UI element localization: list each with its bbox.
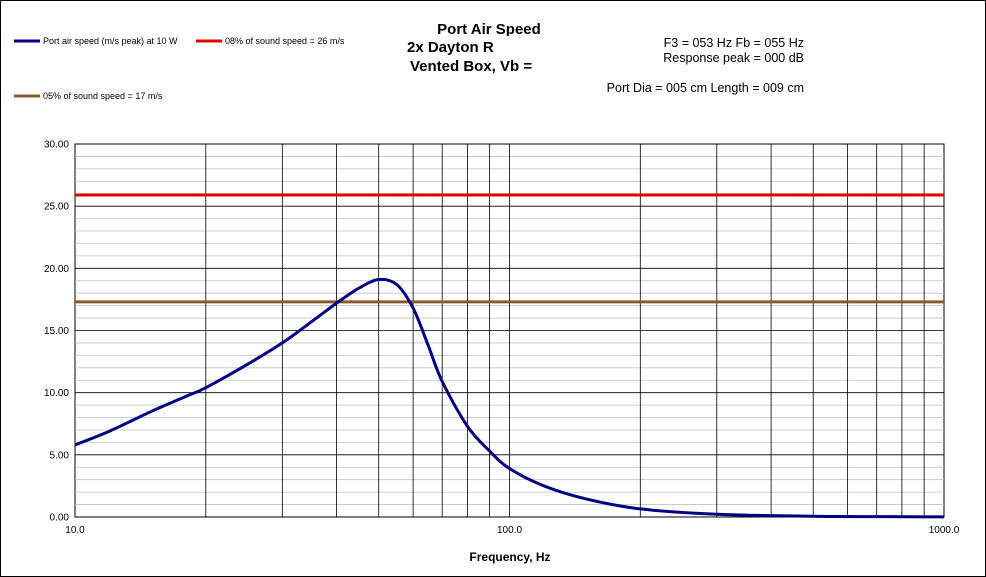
- y-tick-label: 30.00: [44, 140, 69, 151]
- y-tick-label: 5.00: [50, 450, 70, 461]
- title-occluder-2: [535, 55, 585, 77]
- info-f3-fb: F3 = 053 Hz Fb = 055 Hz: [664, 36, 804, 50]
- legend-label-08pct: 08% of sound speed = 26 m/s: [225, 36, 345, 46]
- major-grid: [75, 144, 944, 517]
- info-port-dimensions: Port Dia = 005 cm Length = 009 cm: [607, 81, 804, 95]
- x-tick-label: 10.0: [65, 525, 85, 536]
- x-tick-label: 100.0: [497, 525, 522, 536]
- series-layer: [74, 193, 945, 519]
- chart-title-line-3: Vented Box, Vb = 20 l: [410, 58, 561, 75]
- legend-label-port-speed: Port air speed (m/s peak) at 10 W: [43, 36, 178, 46]
- y-tick-label: 25.00: [44, 202, 69, 213]
- y-tick-label: 10.00: [44, 388, 69, 399]
- title-occluder-1: [504, 36, 584, 56]
- y-tick-label: 15.00: [44, 326, 69, 337]
- y-tick-label: 20.00: [44, 264, 69, 275]
- x-axis-ticks: 10.0 100.0 1000.0: [65, 525, 959, 536]
- info-response-peak: Response peak = 000 dB: [663, 51, 804, 65]
- chart-title-line-1: Port Air Speed: [437, 21, 541, 38]
- legend-label-05pct: 05% of sound speed = 17 m/s: [43, 91, 163, 101]
- x-tick-label: 1000.0: [929, 525, 960, 536]
- x-axis-title: Frequency, Hz: [469, 550, 550, 564]
- series-line-0: [74, 277, 945, 519]
- y-axis-ticks: 0.00 5.00 10.00 15.00 20.00 25.00 30.00: [44, 140, 69, 524]
- legend: Port air speed (m/s peak) at 10 W 08% of…: [14, 36, 345, 101]
- y-tick-label: 0.00: [50, 513, 70, 524]
- chart-title-line-2: 2x Dayton R: [407, 39, 494, 56]
